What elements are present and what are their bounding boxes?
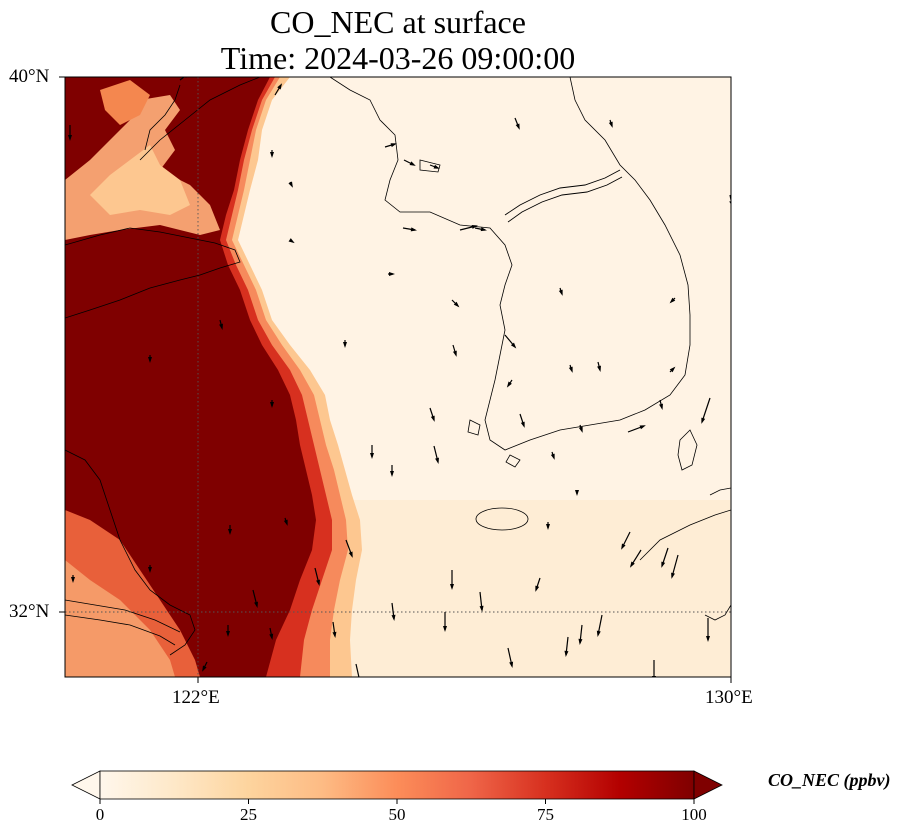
- wind-arrow-head: [639, 425, 646, 430]
- map-time: Time: 2024-03-26 09:00:00: [220, 40, 576, 76]
- wind-arrow-head: [510, 342, 517, 349]
- wind-arrow-head: [546, 524, 550, 530]
- wind-arrow-head: [283, 519, 288, 526]
- wind-arrow-head: [148, 567, 152, 573]
- wind-arrow-head: [535, 585, 540, 592]
- wind-arrow-head: [578, 426, 583, 433]
- plume-patch: [90, 145, 190, 215]
- wind-arrow-head: [515, 123, 520, 130]
- wind-arrow-head: [270, 402, 274, 408]
- plume-patch: [65, 560, 175, 677]
- wind-arrow-head: [288, 181, 293, 188]
- lon-label-130e: 130°E: [705, 687, 753, 708]
- wind-arrow-head: [671, 572, 675, 579]
- wind-arrow-head: [391, 614, 396, 621]
- wind-arrow-head: [332, 631, 337, 638]
- wind-arrow-head: [669, 366, 676, 373]
- colorbar-tick-label: 0: [95, 805, 105, 824]
- wind-arrow-head: [520, 421, 525, 428]
- wind-arrow-head: [701, 417, 706, 424]
- map-frame: [64, 76, 732, 678]
- wind-arrow-head: [669, 297, 676, 304]
- wind-arrow-head: [596, 630, 601, 637]
- wind-arrow-head: [430, 415, 435, 422]
- wind-arrow-head: [629, 561, 635, 568]
- wind-arrow-head: [443, 626, 447, 632]
- wind-arrow-head: [270, 152, 274, 158]
- wind-arrow-head: [453, 301, 460, 308]
- wind-arrow-head: [316, 579, 320, 586]
- wind-arrow: [729, 194, 731, 204]
- map-title: CO_NEC at surface: [270, 4, 526, 40]
- wind-arrow-head: [228, 529, 232, 535]
- wind-arrow-head: [410, 227, 417, 232]
- wind-arrow-head: [370, 453, 374, 459]
- lat-label-32n: 32°N: [9, 601, 50, 622]
- lat-label-40n: 40°N: [9, 66, 50, 87]
- wind-arrow-head: [452, 350, 457, 357]
- wind-arrow-head: [226, 631, 230, 637]
- colorbar-tick-label: 50: [388, 805, 406, 824]
- wind-arrow-head: [390, 143, 397, 148]
- colorbar-tick-label: 75: [537, 805, 554, 824]
- wind-arrow-head: [480, 227, 487, 232]
- wind-arrow-head: [348, 551, 353, 558]
- wind-arrow-head: [568, 366, 573, 373]
- wind-arrow-head: [450, 584, 454, 590]
- wind-arrow: [179, 77, 186, 81]
- colorbar-tick-label: 100: [681, 805, 707, 824]
- wind-arrow-head: [435, 457, 439, 464]
- wind-arrow-head: [389, 272, 395, 276]
- map-panel: [65, 77, 731, 684]
- colorbar: [99, 770, 695, 800]
- wind-arrow-head: [661, 561, 666, 568]
- wind-arrow-head: [550, 453, 555, 460]
- colorbar-title: CO_NEC (ppbv): [768, 770, 891, 790]
- wind-arrow-head: [509, 661, 514, 668]
- wind-arrow-head: [433, 164, 440, 169]
- wind-arrow-head: [219, 323, 223, 330]
- concentration-field: [330, 500, 730, 677]
- wind-arrow-head: [148, 357, 152, 363]
- wind-arrow-head: [288, 238, 295, 244]
- wind-arrow-head: [269, 633, 274, 640]
- wind-arrow-head: [71, 577, 75, 583]
- wind-arrow-head: [202, 665, 207, 672]
- coastline: [65, 77, 731, 656]
- colorbar-extend-max: [693, 770, 723, 800]
- wind-arrow-head: [343, 342, 347, 348]
- wind-arrow-head: [409, 161, 416, 166]
- wind-arrow-head: [621, 543, 626, 550]
- wind-arrow: [355, 663, 360, 677]
- wind-arrow-head: [575, 490, 579, 496]
- colorbar-tick-label: 25: [240, 805, 257, 824]
- wind-arrow-head: [357, 678, 361, 684]
- colorbar-extend-min: [71, 770, 101, 800]
- wind-arrow: [701, 397, 711, 423]
- wind-arrow-head: [479, 605, 484, 612]
- wind-arrow-head: [558, 289, 563, 296]
- wind-arrow-head: [564, 650, 569, 657]
- wind-arrow-head: [68, 135, 72, 141]
- lon-label-122e: 122°E: [172, 687, 220, 708]
- wind-vectors: [68, 77, 731, 684]
- plume-patch: [100, 80, 150, 125]
- wind-arrow-head: [254, 601, 258, 608]
- wind-arrow-head: [390, 471, 394, 477]
- wind-arrow-head: [659, 403, 663, 410]
- wind-arrow-head: [706, 636, 710, 642]
- wind-arrow-head: [277, 83, 283, 90]
- wind-arrow-head: [506, 381, 512, 388]
- wind-arrow-head: [597, 365, 601, 372]
- wind-arrow-head: [578, 638, 583, 645]
- wind-arrow-head: [471, 225, 478, 229]
- wind-arrow-head: [608, 121, 613, 128]
